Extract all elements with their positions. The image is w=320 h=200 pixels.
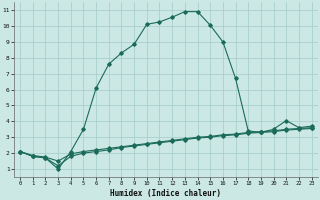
- X-axis label: Humidex (Indice chaleur): Humidex (Indice chaleur): [110, 189, 221, 198]
